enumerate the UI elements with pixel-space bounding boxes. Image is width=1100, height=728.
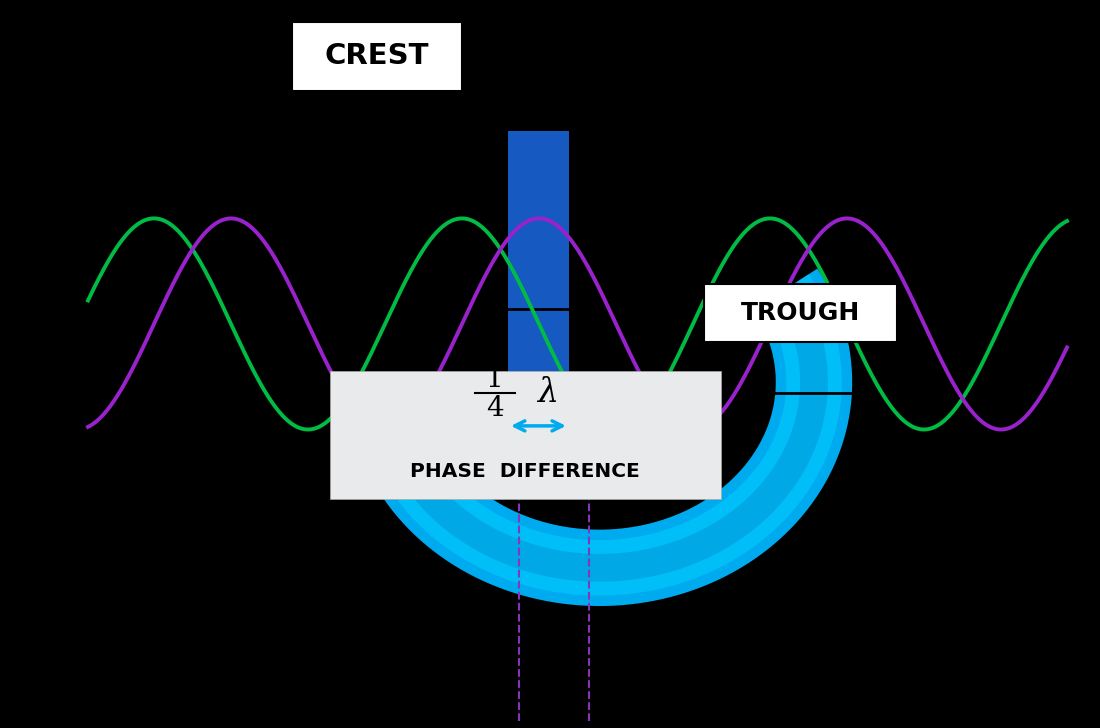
FancyBboxPatch shape: [508, 309, 569, 397]
Text: TROUGH: TROUGH: [740, 301, 860, 325]
FancyBboxPatch shape: [508, 131, 569, 309]
Text: PHASE  DIFFERENCE: PHASE DIFFERENCE: [410, 462, 640, 480]
Text: 1: 1: [486, 365, 504, 392]
Text: 4: 4: [486, 395, 504, 422]
Text: λ: λ: [537, 376, 558, 408]
Polygon shape: [758, 287, 835, 318]
Text: CREST: CREST: [324, 42, 429, 71]
FancyBboxPatch shape: [292, 22, 462, 91]
FancyBboxPatch shape: [330, 371, 720, 499]
FancyBboxPatch shape: [704, 284, 896, 342]
